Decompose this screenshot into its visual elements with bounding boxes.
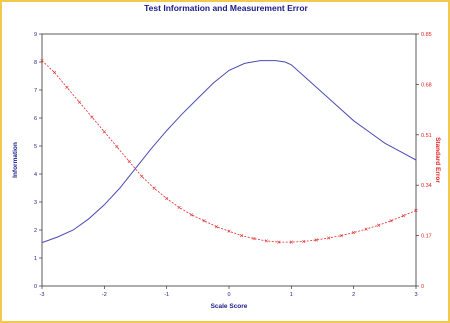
standard-error-point xyxy=(414,208,418,213)
point-marker-stroke xyxy=(127,159,131,164)
left-tick-label: 7 xyxy=(34,88,37,94)
point-marker-stroke xyxy=(189,213,194,217)
chart-title: Test Information and Measurement Error xyxy=(144,3,308,13)
standard-error-point xyxy=(252,236,256,241)
point-marker-stroke xyxy=(65,85,69,89)
information-series xyxy=(41,60,417,244)
point-marker-stroke xyxy=(314,238,318,242)
standard-error-point xyxy=(140,174,144,178)
point-marker-stroke xyxy=(302,239,306,244)
standard-error-point xyxy=(277,240,281,244)
standard-error-point xyxy=(327,236,331,240)
standard-error-line xyxy=(41,60,417,243)
standard-error-point xyxy=(352,231,356,235)
standard-error-point xyxy=(115,145,119,149)
right-tick-label: 0.85 xyxy=(421,32,432,38)
left-tick-label: 8 xyxy=(34,60,37,66)
point-marker-stroke xyxy=(327,236,331,240)
point-marker-stroke xyxy=(239,233,244,238)
point-marker-stroke xyxy=(364,227,368,231)
left-tick-label: 0 xyxy=(34,284,37,290)
standard-error-point xyxy=(189,213,194,217)
standard-error-point xyxy=(389,219,393,223)
x-tick-label: 2 xyxy=(352,292,355,298)
information-line xyxy=(41,60,417,244)
x-axis-label: Scale Score xyxy=(211,303,248,310)
standard-error-point xyxy=(77,100,82,104)
right-axis-ticks: 0 0.17 0.34 0.51 0.68 0.85 xyxy=(416,32,432,290)
x-tick-label: 0 xyxy=(227,292,230,298)
point-marker-stroke xyxy=(401,214,406,218)
point-marker-stroke xyxy=(90,115,94,119)
left-tick-label: 1 xyxy=(34,256,37,262)
left-tick-label: 9 xyxy=(34,32,37,38)
point-marker-stroke xyxy=(77,100,82,104)
left-axis-ticks: 0 1 2 3 4 5 6 7 8 9 xyxy=(34,32,42,290)
point-marker-stroke xyxy=(376,223,381,227)
standard-error-point xyxy=(102,130,106,134)
point-marker-stroke xyxy=(389,219,393,223)
standard-error-point xyxy=(364,227,368,231)
x-axis-ticks: -3 -2 -1 0 1 2 3 xyxy=(40,286,418,298)
point-marker-stroke xyxy=(339,233,343,238)
point-marker-stroke xyxy=(40,59,44,63)
point-marker-stroke xyxy=(152,186,156,190)
point-marker-stroke xyxy=(102,130,106,134)
point-marker-stroke xyxy=(52,70,57,75)
standard-error-point xyxy=(65,85,69,89)
right-tick-label: 0.51 xyxy=(421,133,432,139)
x-tick-label: 1 xyxy=(290,292,293,298)
standard-error-point xyxy=(202,219,206,223)
standard-error-point xyxy=(264,239,269,243)
standard-error-point xyxy=(152,186,156,190)
point-marker-stroke xyxy=(214,225,219,229)
standard-error-point xyxy=(40,59,44,63)
point-marker-stroke xyxy=(289,240,293,244)
point-marker-stroke xyxy=(414,208,418,213)
standard-error-point xyxy=(314,238,318,242)
standard-error-point xyxy=(401,214,406,218)
standard-error-point xyxy=(177,205,181,210)
standard-error-point xyxy=(302,239,306,244)
x-tick-label: -1 xyxy=(164,292,169,298)
point-marker-stroke xyxy=(264,239,269,243)
right-tick-label: 0 xyxy=(421,284,424,290)
point-marker-stroke xyxy=(177,205,181,210)
standard-error-point xyxy=(239,233,244,238)
left-tick-label: 2 xyxy=(34,228,37,234)
point-marker-stroke xyxy=(115,145,119,149)
right-tick-label: 0.34 xyxy=(421,183,432,189)
standard-error-point xyxy=(127,159,131,164)
point-marker-stroke xyxy=(252,236,256,241)
right-tick-label: 0.17 xyxy=(421,234,432,240)
point-marker-stroke xyxy=(277,240,281,244)
point-marker-stroke xyxy=(202,219,206,223)
x-tick-label: 3 xyxy=(414,292,417,298)
standard-error-point xyxy=(376,223,381,227)
left-tick-label: 4 xyxy=(34,172,37,178)
standard-error-series xyxy=(40,59,418,244)
left-axis-label: Information xyxy=(12,142,19,178)
left-tick-label: 6 xyxy=(34,116,37,122)
point-marker-stroke xyxy=(140,174,144,178)
right-axis-label: Standard Error xyxy=(434,137,441,183)
left-tick-label: 5 xyxy=(34,144,37,150)
point-marker-stroke xyxy=(227,229,231,233)
standard-error-point xyxy=(214,225,219,229)
standard-error-point xyxy=(165,196,169,201)
x-tick-label: -3 xyxy=(40,292,45,298)
standard-error-point xyxy=(289,240,293,244)
left-tick-label: 3 xyxy=(34,200,37,206)
point-marker-stroke xyxy=(352,231,356,235)
standard-error-point xyxy=(90,115,94,119)
plot-area xyxy=(41,33,417,287)
standard-error-point xyxy=(52,70,57,75)
x-tick-label: -2 xyxy=(102,292,107,298)
right-tick-label: 0.68 xyxy=(421,82,432,88)
standard-error-point xyxy=(339,233,343,238)
point-marker-stroke xyxy=(165,196,169,201)
standard-error-point xyxy=(227,229,231,233)
